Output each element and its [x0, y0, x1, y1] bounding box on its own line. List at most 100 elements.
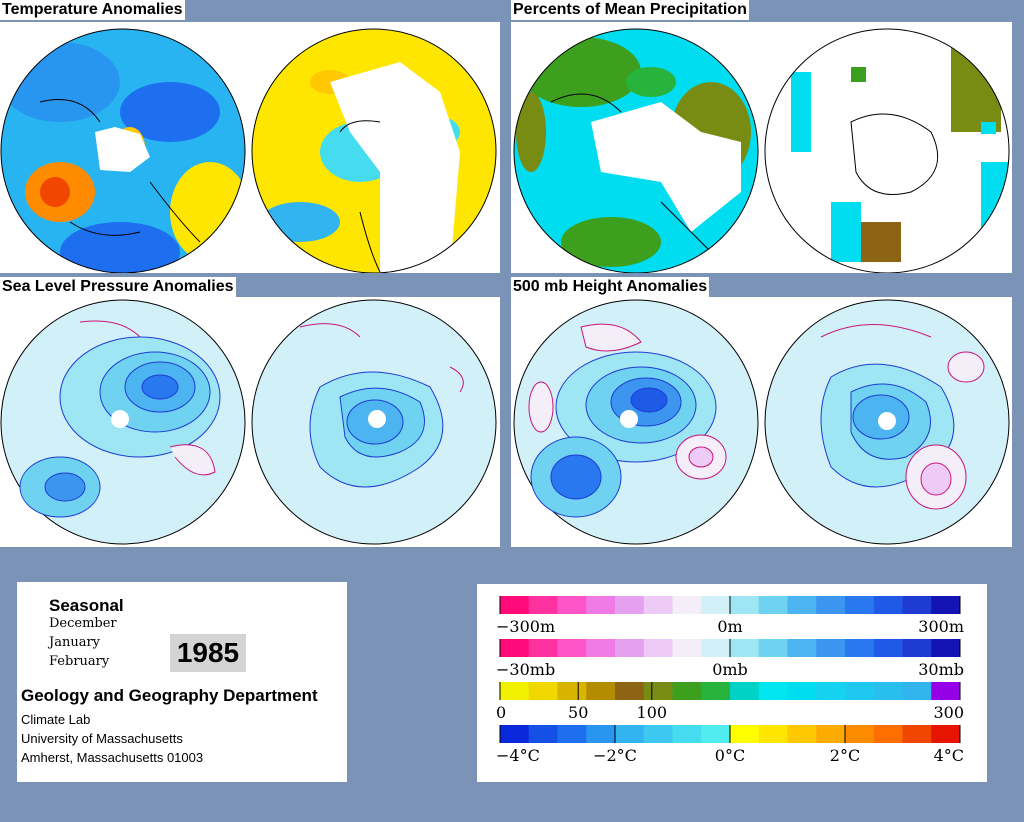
legend-swatch — [500, 639, 530, 657]
legend-swatch — [557, 596, 587, 614]
legend-temp: −4°C −2°C 0°C 2°C 4°C — [496, 725, 964, 765]
temperature-north-map — [1, 29, 245, 273]
legend-swatch — [500, 596, 530, 614]
legend-swatch — [586, 682, 616, 700]
legend-swatch — [615, 639, 645, 657]
legend-label: 4°C — [934, 746, 964, 765]
legend-label: 100 — [637, 703, 668, 722]
legend-swatch — [615, 725, 645, 743]
legend-swatch — [528, 725, 558, 743]
legend-swatch — [557, 639, 587, 657]
legend-swatch — [873, 639, 903, 657]
legend-swatch — [758, 725, 788, 743]
legend-label: 300 — [933, 703, 964, 722]
legend-swatch — [730, 596, 760, 614]
legend-label: −300m — [496, 617, 555, 636]
legend-label: −4°C — [496, 746, 540, 765]
legend-label: 0m — [717, 617, 742, 636]
legend-label: −30mb — [496, 660, 555, 679]
legend-swatch — [787, 682, 817, 700]
legend-swatch — [730, 682, 760, 700]
legend-swatch — [643, 725, 673, 743]
legend-swatch — [931, 596, 961, 614]
height500-title: 500 mb Height Anomalies — [511, 277, 710, 297]
legend-swatch — [528, 596, 558, 614]
legend-swatch — [816, 639, 846, 657]
height500-maps — [513, 299, 1010, 545]
info-box: Seasonal December January February 1985 … — [17, 582, 347, 782]
legend-swatch — [701, 639, 731, 657]
legend-swatch — [615, 682, 645, 700]
legend-swatch — [902, 596, 932, 614]
slp-title: Sea Level Pressure Anomalies — [0, 277, 236, 297]
legend-swatch — [643, 682, 673, 700]
legend-label: 0°C — [715, 746, 745, 765]
legend-precip: 0 50 100 300 — [496, 682, 964, 722]
legend-swatch — [701, 596, 731, 614]
legend-swatch — [557, 725, 587, 743]
legend-label: −2°C — [593, 746, 637, 765]
legend-swatch — [586, 725, 616, 743]
precipitation-panel: Percents of Mean Precipitation — [511, 0, 1012, 273]
legend-swatch — [873, 682, 903, 700]
slp-panel: Sea Level Pressure Anomalies — [0, 277, 500, 547]
legend-height: −300m 0m 300m — [496, 596, 964, 636]
legend-swatch — [528, 682, 558, 700]
legend-swatch — [787, 639, 817, 657]
precipitation-south-map — [765, 29, 1009, 273]
precipitation-title: Percents of Mean Precipitation — [511, 0, 749, 20]
temperature-panel: Temperature Anomalies — [0, 0, 500, 273]
legend-swatch — [672, 596, 702, 614]
slp-maps — [0, 299, 497, 545]
legend-swatch — [845, 725, 875, 743]
legend-swatch — [615, 596, 645, 614]
legend-swatch — [931, 682, 961, 700]
legend-box: −300m 0m 300m −30mb 0mb 30mb 0 50 100 300 −4°C −2°C… — [477, 584, 987, 782]
month-1: December — [49, 616, 117, 631]
legend-swatch — [758, 596, 788, 614]
legend-swatch — [787, 596, 817, 614]
legend-swatch — [758, 682, 788, 700]
legend-swatch — [873, 725, 903, 743]
legend-swatch — [816, 596, 846, 614]
legend-swatch — [528, 639, 558, 657]
legend-pressure: −30mb 0mb 30mb — [496, 639, 964, 679]
temperature-maps — [0, 28, 497, 273]
address-line-3: Amherst, Massachusetts 01003 — [21, 750, 204, 765]
legend-swatch — [730, 725, 760, 743]
legend-swatch — [643, 596, 673, 614]
legend-swatch — [672, 639, 702, 657]
legend-label: 0mb — [712, 660, 748, 679]
temperature-title: Temperature Anomalies — [0, 0, 185, 20]
legend-swatch — [701, 725, 731, 743]
legend-label: 2°C — [830, 746, 860, 765]
address-line-1: Climate Lab — [21, 712, 91, 727]
color-scales: −300m 0m 300m −30mb 0mb 30mb 0 50 100 300 −4°C −2°C… — [496, 596, 964, 765]
department-name: Geology and Geography Department — [21, 686, 318, 705]
precipitation-north-map — [514, 29, 758, 273]
legend-swatch — [672, 725, 702, 743]
legend-swatch — [902, 725, 932, 743]
legend-swatch — [787, 725, 817, 743]
legend-swatch — [557, 682, 587, 700]
legend-swatch — [816, 725, 846, 743]
legend-swatch — [902, 639, 932, 657]
address-line-2: University of Massachusetts — [21, 731, 183, 746]
month-2: January — [49, 635, 101, 650]
month-3: February — [49, 654, 110, 669]
period-type: Seasonal — [49, 596, 124, 615]
legend-label: 50 — [568, 703, 588, 722]
legend-swatch — [586, 639, 616, 657]
legend-swatch — [500, 682, 530, 700]
legend-swatch — [586, 596, 616, 614]
legend-swatch — [672, 682, 702, 700]
legend-label: 0 — [496, 703, 506, 722]
temperature-south-map — [252, 29, 496, 273]
legend-swatch — [845, 639, 875, 657]
legend-label: 300m — [918, 617, 964, 636]
legend-swatch — [845, 596, 875, 614]
legend-label: 30mb — [918, 660, 964, 679]
legend-swatch — [730, 639, 760, 657]
legend-swatch — [931, 725, 961, 743]
year-badge: 1985 — [170, 634, 246, 672]
